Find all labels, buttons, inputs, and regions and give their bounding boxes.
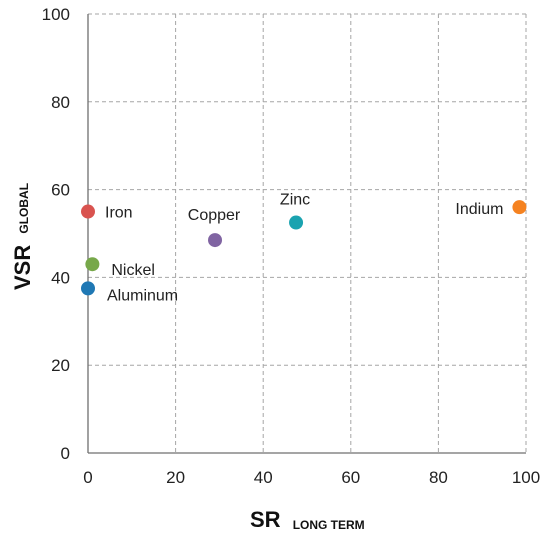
point-labels: Iron Nickel Aluminum Copper Zinc Indium (105, 192, 503, 305)
axes (87, 14, 526, 454)
y-tick-label: 100 (42, 5, 70, 24)
data-point-copper (208, 233, 223, 248)
x-tick-label: 20 (166, 468, 185, 487)
point-label-nickel: Nickel (111, 262, 155, 279)
point-label-indium: Indium (455, 201, 503, 218)
x-tick-label: 40 (254, 468, 273, 487)
data-point-zinc (289, 215, 304, 230)
data-points (81, 200, 527, 296)
y-tick-label: 80 (51, 93, 70, 112)
grid (88, 13, 527, 453)
data-point-indium (512, 200, 527, 215)
point-label-copper: Copper (188, 207, 241, 224)
point-label-zinc: Zinc (280, 192, 310, 209)
x-tick-label: 100 (512, 468, 540, 487)
point-label-iron: Iron (105, 205, 133, 222)
y-axis-title: VSR GLOBAL (10, 183, 35, 290)
x-tick-label: 60 (341, 468, 360, 487)
point-label-aluminum: Aluminum (107, 287, 178, 304)
y-tick-label: 0 (61, 444, 70, 463)
data-point-aluminum (81, 281, 95, 296)
y-tick-label: 20 (51, 356, 70, 375)
x-axis-title-sub: LONG TERM (293, 518, 365, 532)
y-tick-label: 60 (51, 181, 70, 200)
y-tick-label: 40 (51, 268, 70, 287)
data-point-iron (81, 204, 95, 219)
y-axis-title-main: VSR (10, 245, 35, 290)
y-axis-title-sub: GLOBAL (17, 183, 31, 234)
data-point-nickel (85, 257, 100, 272)
x-axis-title-main: SR (250, 507, 281, 532)
x-tick-label: 80 (429, 468, 448, 487)
tick-labels: 0 20 40 60 80 100 0 20 40 60 80 100 (42, 5, 541, 487)
x-tick-label: 0 (83, 468, 92, 487)
x-axis-title: SR LONG TERM (250, 507, 365, 532)
